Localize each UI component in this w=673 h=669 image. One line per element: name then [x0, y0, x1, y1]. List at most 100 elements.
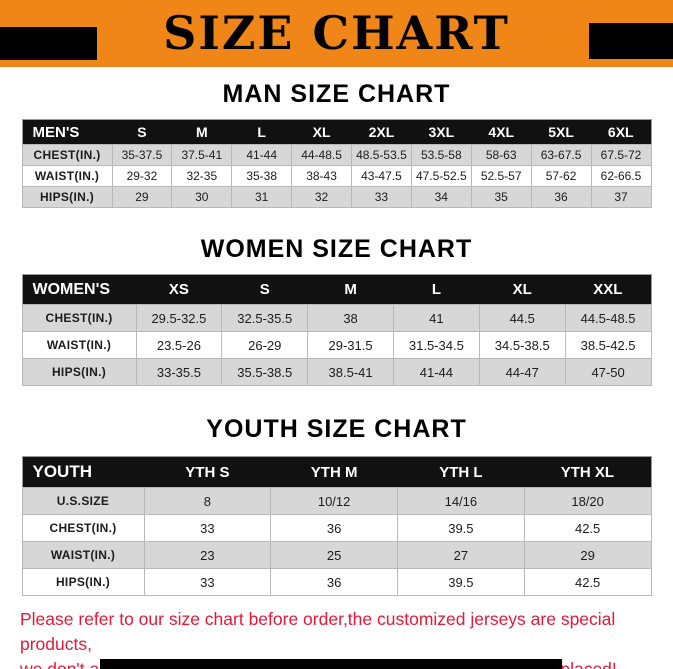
- man-size-table: MEN'S S M L XL 2XL 3XL 4XL 5XL 6XL CHEST(IN.) 35-3…: [21, 119, 652, 208]
- size-value: 41-44: [392, 358, 480, 386]
- size-value: 26-29: [221, 331, 309, 359]
- table-row: CHEST(IN.) 35-37.5 37.5-41 41-44 44-48.5 48.5…: [21, 144, 652, 166]
- size-value: 38.5-41: [307, 358, 394, 386]
- table-header-row: WOMEN'S XS S M L XL XXL: [22, 274, 651, 305]
- corner-block-right: [589, 23, 673, 59]
- size-value: 18/20: [523, 487, 652, 515]
- table-row: CHEST(IN.) 33 36 39.5 42.5: [21, 514, 652, 542]
- size-value: 30: [171, 186, 233, 208]
- size-column-header: M: [307, 274, 394, 305]
- size-value: 8: [143, 487, 272, 515]
- size-value: 52.5-57: [470, 165, 532, 187]
- table-header-row: YOUTH YTH S YTH M YTH L YTH XL: [22, 456, 651, 488]
- size-value: 32: [291, 186, 352, 208]
- size-value: 27: [397, 541, 525, 569]
- size-column-header: S: [221, 274, 308, 305]
- size-value: 63-67.5: [530, 144, 592, 166]
- size-value: 44.5-48.5: [564, 304, 652, 332]
- size-value: 33-35.5: [135, 358, 223, 386]
- table-row: CHEST(IN.) 29.5-32.5 32.5-35.5 38 41 44.5 44.5…: [21, 304, 652, 332]
- table-row: WAIST(IN.) 29-32 32-35 35-38 38-43 43-47.5 47.…: [21, 165, 652, 187]
- youth-size-table: YOUTH YTH S YTH M YTH L YTH XL U.S.SIZE 8 10/1…: [21, 456, 652, 596]
- size-column-header: L: [393, 274, 480, 305]
- size-value: 53.5-58: [410, 144, 472, 166]
- size-value: 39.5: [397, 514, 525, 542]
- size-value: 62-66.5: [590, 165, 652, 187]
- size-column-header: XXL: [565, 274, 651, 305]
- size-value: 23: [143, 541, 272, 569]
- size-value: 36: [530, 186, 592, 208]
- table-header-row: MEN'S S M L XL 2XL 3XL 4XL 5XL 6XL: [22, 119, 651, 145]
- size-column-header: YTH S: [144, 456, 271, 488]
- size-column-header: YTH M: [270, 456, 398, 488]
- size-value: 33: [143, 514, 272, 542]
- table-row: HIPS(IN.) 33-35.5 35.5-38.5 38.5-41 41-44 44-…: [21, 358, 652, 386]
- row-label: CHEST(IN.): [21, 144, 113, 166]
- size-value: 38.5-42.5: [564, 331, 652, 359]
- size-value: 35.5-38.5: [221, 358, 309, 386]
- size-value: 31.5-34.5: [392, 331, 480, 359]
- size-value: 34.5-38.5: [478, 331, 566, 359]
- size-value: 35-38: [231, 165, 293, 187]
- size-value: 35-37.5: [111, 144, 173, 166]
- size-value: 41: [392, 304, 480, 332]
- size-value: 67.5-72: [590, 144, 652, 166]
- title-banner: SIZE CHART: [0, 0, 673, 67]
- size-value: 29: [523, 541, 652, 569]
- size-value: 38: [307, 304, 394, 332]
- corner-block-left: [0, 27, 97, 60]
- table-row: U.S.SIZE 8 10/12 14/16 18/20: [21, 487, 652, 515]
- row-label: HIPS(IN.): [21, 568, 145, 596]
- size-value: 41-44: [231, 144, 293, 166]
- row-label: WAIST(IN.): [21, 541, 145, 569]
- size-value: 31: [231, 186, 293, 208]
- table-corner-label: YOUTH: [22, 456, 144, 488]
- size-value: 35: [470, 186, 532, 208]
- size-value: 44.5: [478, 304, 566, 332]
- size-column-header: M: [171, 119, 232, 145]
- table-row: WAIST(IN.) 23 25 27 29: [21, 541, 652, 569]
- size-value: 23.5-26: [135, 331, 223, 359]
- size-value: 47-50: [564, 358, 652, 386]
- size-value: 32.5-35.5: [221, 304, 309, 332]
- table-row: WAIST(IN.) 23.5-26 26-29 29-31.5 31.5-34.5 34…: [21, 331, 652, 359]
- size-value: 25: [270, 541, 398, 569]
- size-value: 37.5-41: [171, 144, 233, 166]
- size-value: 39.5: [397, 568, 525, 596]
- page-title: SIZE CHART: [163, 6, 510, 60]
- size-value: 43-47.5: [351, 165, 412, 187]
- size-value: 36: [270, 514, 398, 542]
- size-value: 44-47: [478, 358, 566, 386]
- row-label: HIPS(IN.): [21, 358, 137, 386]
- size-value: 29.5-32.5: [135, 304, 223, 332]
- table-row: HIPS(IN.) 29 30 31 32 33 34 35 36 37: [21, 186, 652, 208]
- size-value: 29-32: [111, 165, 173, 187]
- size-value: 10/12: [270, 487, 398, 515]
- size-value: 33: [143, 568, 272, 596]
- size-value: 34: [410, 186, 472, 208]
- size-value: 32-35: [171, 165, 233, 187]
- size-value: 14/16: [397, 487, 525, 515]
- row-label: CHEST(IN.): [21, 514, 145, 542]
- size-value: 38-43: [291, 165, 352, 187]
- size-column-header: 2XL: [351, 119, 412, 145]
- women-size-table: WOMEN'S XS S M L XL XXL CHEST(IN.) 29.5-32.5 32.…: [21, 274, 652, 386]
- row-label: WAIST(IN.): [21, 331, 137, 359]
- size-column-header: L: [231, 119, 292, 145]
- size-column-header: 6XL: [591, 119, 651, 145]
- size-value: 57-62: [530, 165, 592, 187]
- size-value: 37: [590, 186, 652, 208]
- table-row: HIPS(IN.) 33 36 39.5 42.5: [21, 568, 652, 596]
- size-column-header: XL: [479, 274, 566, 305]
- size-value: 42.5: [523, 514, 652, 542]
- footer-line-1: Please refer to our size chart before or…: [20, 609, 616, 654]
- table-corner-label: MEN'S: [22, 119, 112, 145]
- section-heading-man: MAN SIZE CHART: [222, 80, 451, 108]
- size-column-header: 5XL: [531, 119, 591, 145]
- size-value: 48.5-53.5: [351, 144, 412, 166]
- size-value: 36: [270, 568, 398, 596]
- size-column-header: YTH XL: [524, 456, 651, 488]
- size-value: 58-63: [470, 144, 532, 166]
- size-column-header: S: [112, 119, 172, 145]
